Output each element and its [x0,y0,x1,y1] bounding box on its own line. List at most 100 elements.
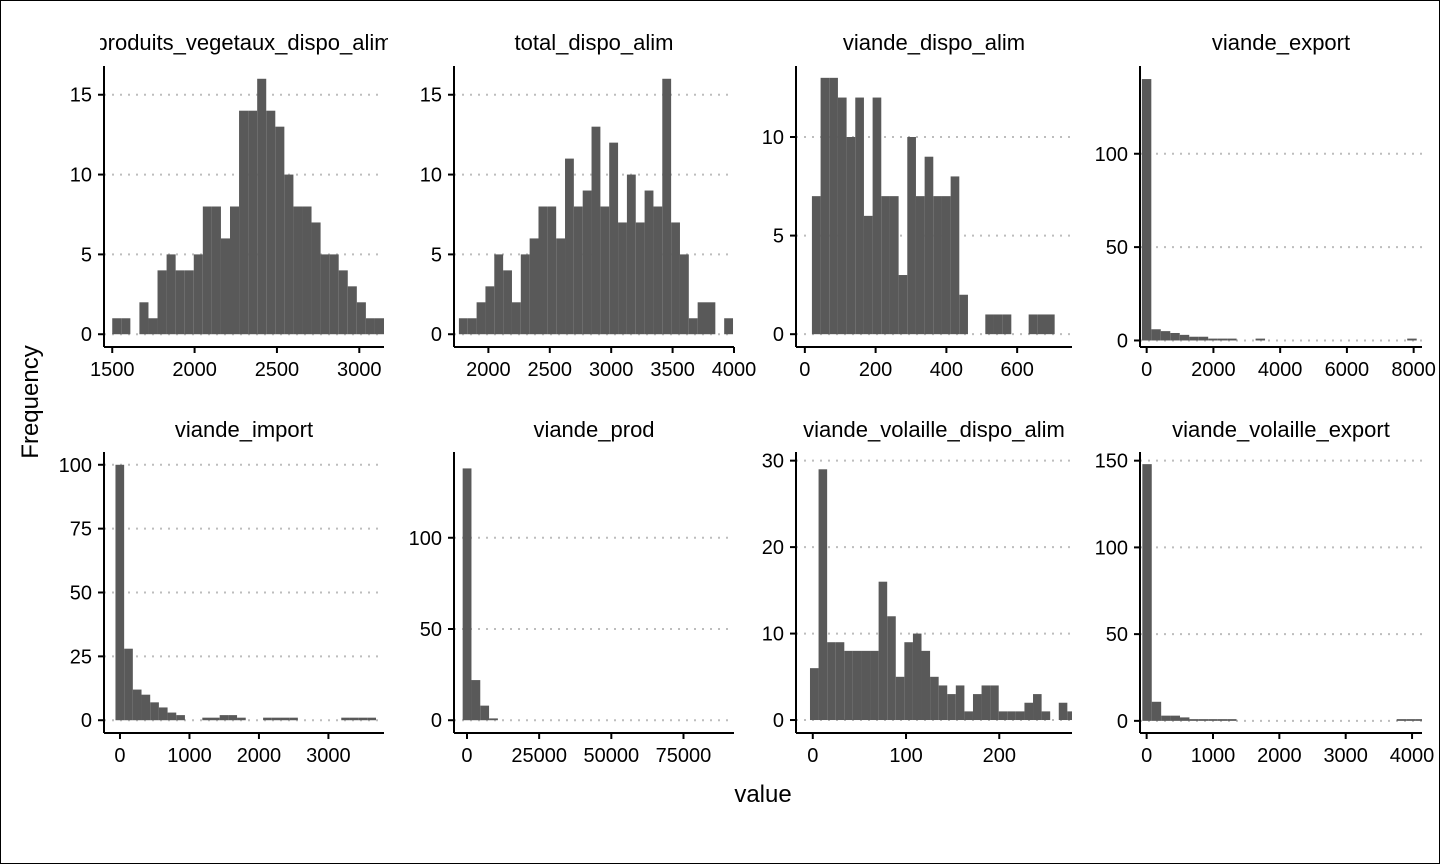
histogram-bar [1037,314,1046,335]
histogram-bar [1406,719,1416,721]
histogram-bar [358,717,368,721]
histogram-bar [907,136,916,335]
histogram-bar [520,254,530,335]
x-tick-label: 0 [807,745,818,767]
histogram-bar [184,270,194,335]
histogram-bar [993,314,1003,335]
histogram-bar [1041,711,1051,721]
x-axis-title: value [734,781,791,808]
histogram-bar [964,711,973,721]
histogram-bar [503,270,512,335]
histogram-bar [1142,464,1152,721]
histogram-bar [662,78,672,335]
histogram-bar [591,126,601,335]
histogram-bar [219,715,229,721]
histogram-bar [121,318,131,335]
histogram-bar [1255,338,1266,341]
x-tick-label: 3000 [306,745,351,767]
histogram-bar [1198,336,1209,341]
histogram-bar [139,302,149,335]
histogram-bar [329,254,339,335]
x-tick-label: 2000 [466,359,511,381]
histogram-bar [293,206,303,335]
histogram-bar [365,318,375,335]
histogram-bar [811,196,821,335]
x-tick-label: 50000 [584,745,640,767]
histogram-bar [263,717,272,721]
histogram-bar [1170,332,1180,341]
histogram-bar [837,97,847,335]
x-tick-label: 400 [930,359,963,381]
histogram-bar [955,685,965,721]
histogram-bar [529,238,539,335]
histogram-bar [220,238,230,335]
histogram-bar [921,650,931,721]
histogram-bars [115,464,377,721]
histogram-bar [494,254,504,335]
y-tick-label: 5 [431,244,442,266]
histogram-bar [829,77,838,335]
histogram-bars [112,78,384,335]
histogram-bar [861,650,871,721]
y-tick-label: 10 [762,127,784,149]
x-tick-label: 75000 [656,745,712,767]
y-tick-label: 0 [81,324,92,346]
x-tick-label: 3000 [589,359,634,381]
histogram-bar [284,174,294,335]
histogram-bar [947,694,956,721]
histogram-bar [257,78,267,335]
histogram-bar [1160,331,1171,341]
histogram-bar [462,468,472,721]
panel-title: produits_vegetaux_dispo_alim [95,30,392,55]
x-tick-label: 2500 [255,359,300,381]
histogram-bar [653,206,663,335]
histogram-bar [112,318,122,335]
histogram-bar [289,717,298,721]
panel-title: viande_volaille_export [1172,417,1390,442]
histogram-bar [898,275,908,335]
x-tick-label: 8000 [1391,359,1436,381]
histogram-bar [367,717,377,721]
histogram-bar [635,222,645,335]
histogram-bar [157,270,167,335]
x-tick-label: 3000 [337,359,382,381]
x-tick-label: 2000 [237,745,282,767]
histogram-bars [809,469,1072,721]
histogram-bar [1396,719,1407,721]
x-tick-label: 200 [983,745,1016,767]
panel-title: total_dispo_alim [515,30,674,55]
histogram-bar [148,318,158,335]
histogram-bar [1227,338,1237,341]
histogram-bar [132,689,142,721]
histogram-bar [275,126,285,335]
histogram-bar [1227,719,1237,721]
histogram-bar [166,254,176,335]
y-tick-label: 15 [70,85,92,107]
histogram-bar [1151,701,1162,721]
histogram-bar [889,196,899,335]
histogram-bar [1180,717,1190,721]
histogram-bar [1217,338,1228,341]
x-tick-label: 3000 [1323,745,1368,767]
histogram-bar [538,206,548,335]
histogram-bar [1058,702,1068,721]
histogram-bar [915,196,925,335]
histogram-bar [485,286,495,335]
histogram-bar [671,222,680,335]
x-tick-label: 0 [1141,359,1152,381]
histogram-bar [904,642,913,721]
histogram-bar [878,581,888,721]
histogram-bar [150,702,159,721]
panel-3: viande_dispo_alim 0 5 10 0 200 400 600 [762,30,1072,381]
histogram-bar [211,206,221,335]
histogram-bar [141,694,151,721]
x-tick-label: 2000 [172,359,217,381]
histogram-bar [846,136,856,335]
y-tick-label: 30 [762,451,784,473]
histogram-bar [230,206,240,335]
histogram-bars [458,78,734,335]
x-tick-label: 2500 [528,359,573,381]
histogram-bar [565,158,574,335]
x-tick-label: 0 [1141,745,1152,767]
